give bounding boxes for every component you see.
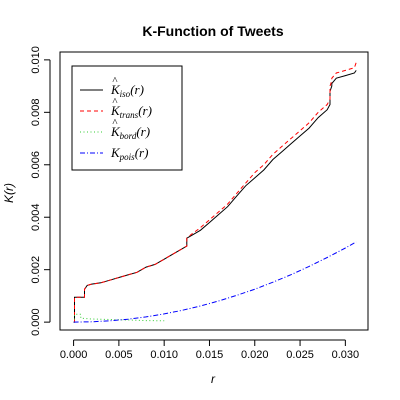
plot-frame: [59, 51, 369, 331]
x-tick-label: 0.030: [332, 349, 360, 361]
series-pois-line: [73, 241, 357, 323]
legend-label-trans: Ktrans(r): [110, 103, 152, 120]
y-tick-label: 0.004: [30, 203, 42, 231]
x-tick-label: 0.010: [150, 349, 178, 361]
y-tick-label: 0.010: [30, 46, 42, 74]
series-bord-line: [73, 313, 165, 323]
legend-hat-trans: ^: [112, 96, 118, 108]
x-axis-label: r: [211, 372, 216, 386]
y-tick-label: 0.006: [30, 151, 42, 179]
series-layer: [73, 62, 357, 323]
x-axis: 0.000 0.005 0.010 0.015 0.020 0.025 0.030: [60, 339, 360, 361]
y-tick-label: 0.008: [30, 99, 42, 127]
x-tick-label: 0.005: [105, 349, 133, 361]
y-tick-label: 0.002: [30, 256, 42, 284]
plot-area: [59, 51, 369, 331]
legend-hat-bord: ^: [112, 117, 118, 129]
series-trans-line: [73, 62, 357, 323]
legend-label-iso: Kiso(r): [110, 82, 144, 99]
x-tick-label: 0.020: [241, 349, 269, 361]
legend-hat-iso: ^: [112, 75, 118, 87]
y-axis-label: K(r): [2, 183, 16, 203]
chart-title: K-Function of Tweets: [142, 23, 283, 39]
legend-label-pois: Kpois(r): [110, 145, 148, 162]
series-iso-line: [73, 70, 357, 323]
x-tick-label: 0.015: [196, 349, 224, 361]
y-tick-label: 0.000: [30, 308, 42, 336]
x-tick-label: 0.000: [60, 349, 88, 361]
legend: ^Kiso(r)^Ktrans(r)^Kbord(r)Kpois(r): [71, 65, 183, 171]
y-axis: 0.000 0.002 0.004 0.006 0.008 0.010: [30, 46, 51, 336]
legend-label-bord: Kbord(r): [110, 124, 150, 141]
x-tick-label: 0.025: [286, 349, 314, 361]
